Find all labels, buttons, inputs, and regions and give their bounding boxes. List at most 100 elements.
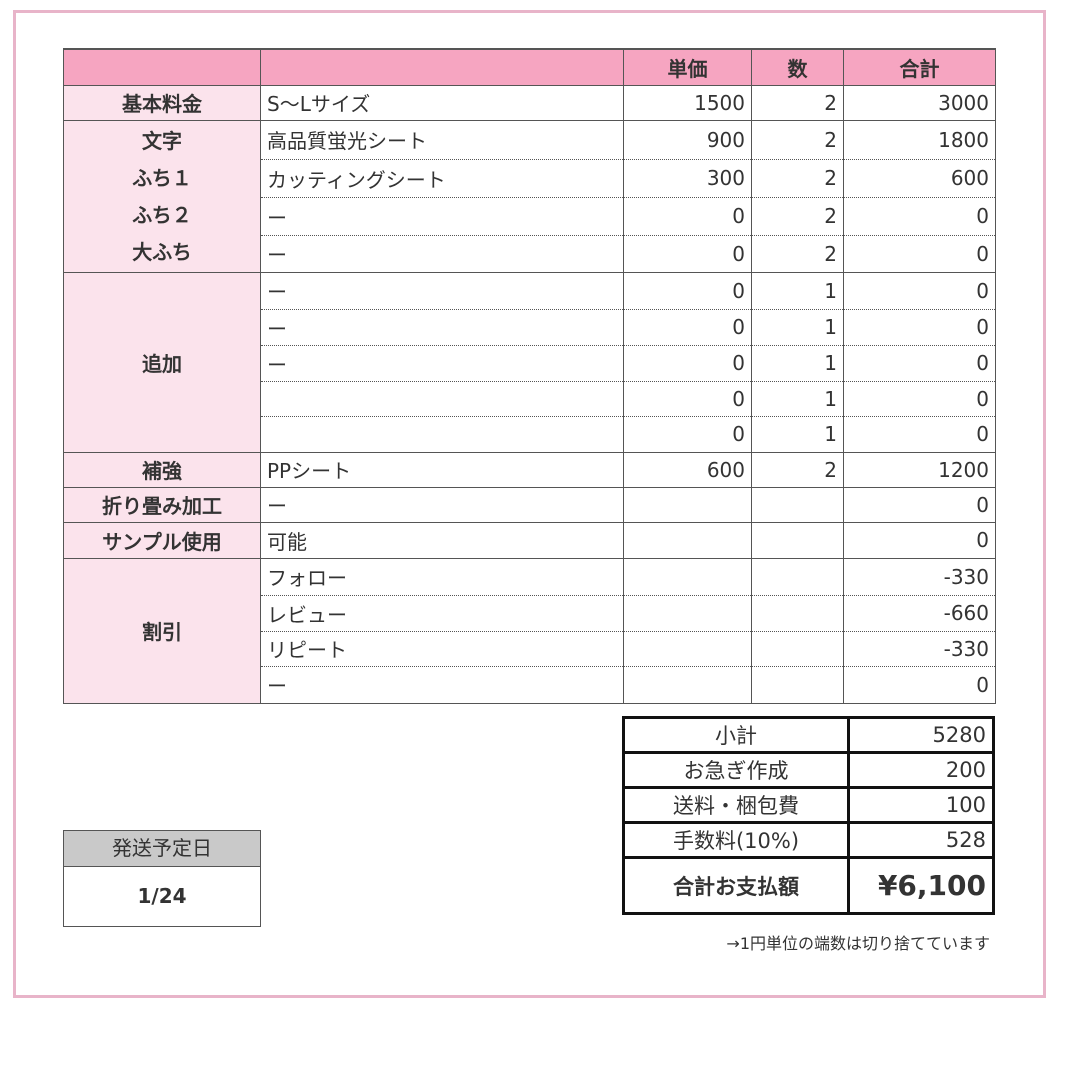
line-total: 0 [843, 345, 996, 382]
line-total: 0 [843, 666, 996, 704]
summary-table: 小計 5280 お急ぎ作成 200 送料・梱包費 100 手数料(10%) 528 合計お支払額… [622, 716, 995, 915]
item-name: リピート [260, 631, 624, 667]
item-name: フォロー [260, 558, 624, 596]
price-table: 単価 数 合計 基本料金 S～Lサイズ 1500 2 3000 文字 ふち１ ふち２ 大ふち 高品… [63, 48, 996, 704]
unit-price: 300 [623, 159, 752, 198]
quantity: 2 [751, 85, 844, 121]
summary-value: 528 [847, 821, 995, 859]
line-total: 0 [843, 416, 996, 453]
header-col1 [63, 48, 261, 86]
line-total: -330 [843, 631, 996, 667]
item-name: ー [260, 309, 624, 346]
quantity: 1 [751, 416, 844, 453]
item-name: ー [260, 487, 624, 523]
group-label: 追加 [63, 271, 261, 453]
quantity [751, 666, 844, 704]
quantity: 1 [751, 345, 844, 382]
summary-label: お急ぎ作成 [622, 751, 850, 789]
item-name [260, 381, 624, 417]
summary-row: 合計お支払額 ¥6,100 [622, 856, 995, 915]
ship-date-box: 発送予定日 1/24 [63, 830, 261, 927]
table-row: 追加ー 0 1 0 [63, 271, 996, 453]
unit-price: 1500 [623, 85, 752, 121]
header-col2 [260, 48, 624, 86]
item-name: 高品質蛍光シート [260, 120, 624, 160]
quantity [751, 487, 844, 523]
group-label: 文字ふち１ ふち２ 大ふち [63, 119, 261, 273]
table-row: 割引 フォロー -330 [63, 557, 996, 704]
summary-label: 合計お支払額 [622, 856, 850, 915]
line-total: 0 [843, 197, 996, 236]
item-name: 可能 [260, 522, 624, 559]
unit-price [623, 558, 752, 596]
ship-date-value: 1/24 [137, 884, 187, 908]
group-label: 折り畳み加工 [63, 486, 261, 523]
group-label-line: 大ふち [132, 240, 192, 264]
unit-price: 0 [623, 197, 752, 236]
table-row: 文字 ふち１ ふち２ 大ふち 高品質蛍光シート 900 2 1800 [63, 119, 996, 273]
summary-row: 小計 5280 [622, 716, 995, 754]
quantity [751, 595, 844, 632]
item-name: ー [260, 666, 624, 704]
unit-price: 0 [623, 272, 752, 310]
line-total: 0 [843, 272, 996, 310]
table-row: カッティングシート 300 2 600 [64, 159, 996, 198]
quantity: 1 [751, 309, 844, 346]
line-total: 0 [843, 309, 996, 346]
table-header: 単価 数 合計 [63, 48, 996, 86]
item-name [260, 416, 624, 453]
group-label: 割引 [63, 557, 261, 704]
unit-price [623, 522, 752, 559]
line-total: 0 [843, 381, 996, 417]
item-name: PPシート [260, 452, 624, 488]
quantity: 2 [751, 197, 844, 236]
item-name: カッティングシート [260, 159, 624, 198]
item-name: ー [260, 235, 624, 273]
quantity [751, 631, 844, 667]
item-name: ー [260, 197, 624, 236]
group-label-line: 折り畳み加工 [102, 494, 222, 518]
group-label: 基本料金 [63, 84, 261, 121]
group-label: 補強 [63, 451, 261, 488]
header-price: 単価 [623, 48, 752, 86]
unit-price [623, 631, 752, 667]
header-total: 合計 [843, 48, 996, 86]
unit-price: 0 [623, 345, 752, 382]
quantity: 2 [751, 120, 844, 160]
quantity [751, 522, 844, 559]
summary-label: 手数料(10%) [622, 821, 850, 859]
table-row: サンプル使用 可能 0 [63, 521, 996, 559]
summary-row: 送料・梱包費 100 [622, 786, 995, 824]
group-label-line: サンプル使用 [102, 529, 222, 554]
unit-price: 900 [623, 120, 752, 160]
line-total: 600 [843, 159, 996, 198]
group-label-line: 補強 [142, 459, 182, 483]
group-label-line: ふち２ [132, 203, 192, 227]
table-row: レビュー -660 [64, 595, 996, 632]
quantity: 1 [751, 272, 844, 310]
unit-price: 600 [623, 452, 752, 488]
line-total: 0 [843, 487, 996, 523]
line-total: 0 [843, 522, 996, 559]
group-label-line: 割引 [142, 620, 182, 644]
summary-row: お急ぎ作成 200 [622, 751, 995, 789]
quantity: 2 [751, 452, 844, 488]
group-label-line: 文字 [142, 129, 182, 153]
group-label-line: 追加 [142, 351, 182, 376]
table-row: 補強 PPシート 600 2 1200 [63, 451, 996, 488]
line-total: 1800 [843, 120, 996, 160]
quantity [751, 558, 844, 596]
document-frame [13, 10, 1046, 998]
group-label: サンプル使用 [63, 521, 261, 559]
group-label-line: ふち１ [132, 166, 192, 190]
item-name: ー [260, 345, 624, 382]
line-total: 3000 [843, 85, 996, 121]
summary-value: ¥6,100 [847, 856, 995, 915]
quantity: 2 [751, 235, 844, 273]
